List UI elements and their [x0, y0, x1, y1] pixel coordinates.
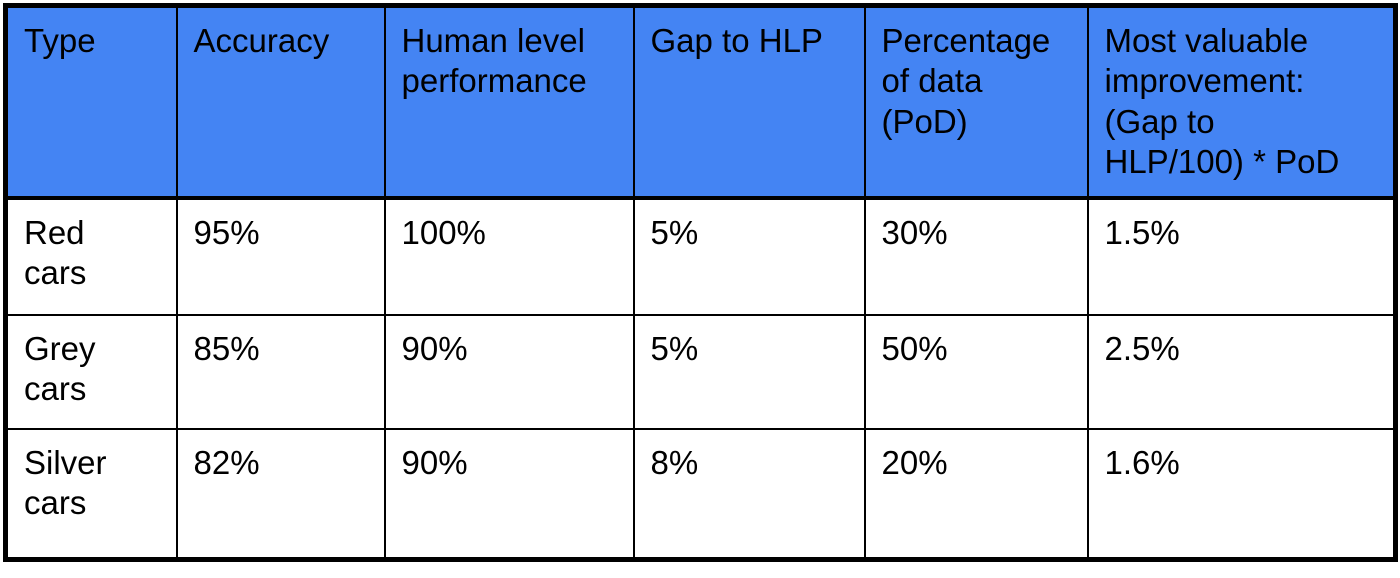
cell-gap: 5%: [632, 196, 866, 316]
header-cell-pod: Percentage of data (PoD): [863, 4, 1089, 200]
table-row-silver-cars: Silver cars 82% 90% 8% 20% 1.6%: [4, 427, 1397, 561]
cell-hlp: 90%: [383, 427, 635, 561]
cell-pod: 30%: [863, 196, 1089, 316]
data-table: Type Accuracy Human level performance Ga…: [3, 3, 1398, 562]
cell-accuracy: 85%: [175, 313, 386, 430]
table-row-red-cars: Red cars 95% 100% 5% 30% 1.5%: [4, 196, 1397, 316]
cell-gap: 8%: [632, 427, 866, 561]
cell-accuracy: 95%: [175, 196, 386, 316]
header-cell-type: Type: [4, 4, 178, 200]
cell-pod: 20%: [863, 427, 1089, 561]
header-cell-accuracy: Accuracy: [175, 4, 386, 200]
cell-type: Grey cars: [4, 313, 178, 430]
header-row: Type Accuracy Human level performance Ga…: [4, 4, 1397, 200]
cell-hlp: 100%: [383, 196, 635, 316]
cell-type: Silver cars: [4, 427, 178, 561]
cell-accuracy: 82%: [175, 427, 386, 561]
cell-improvement: 2.5%: [1086, 313, 1397, 430]
cell-improvement: 1.5%: [1086, 196, 1397, 316]
header-cell-gap: Gap to HLP: [632, 4, 866, 200]
table-row-grey-cars: Grey cars 85% 90% 5% 50% 2.5%: [4, 313, 1397, 430]
cell-pod: 50%: [863, 313, 1089, 430]
header-cell-hlp: Human level performance: [383, 4, 635, 200]
cell-improvement: 1.6%: [1086, 427, 1397, 561]
header-cell-improvement: Most valuable improvement: (Gap to HLP/1…: [1086, 4, 1397, 200]
cell-hlp: 90%: [383, 313, 635, 430]
cell-type: Red cars: [4, 196, 178, 316]
cell-gap: 5%: [632, 313, 866, 430]
